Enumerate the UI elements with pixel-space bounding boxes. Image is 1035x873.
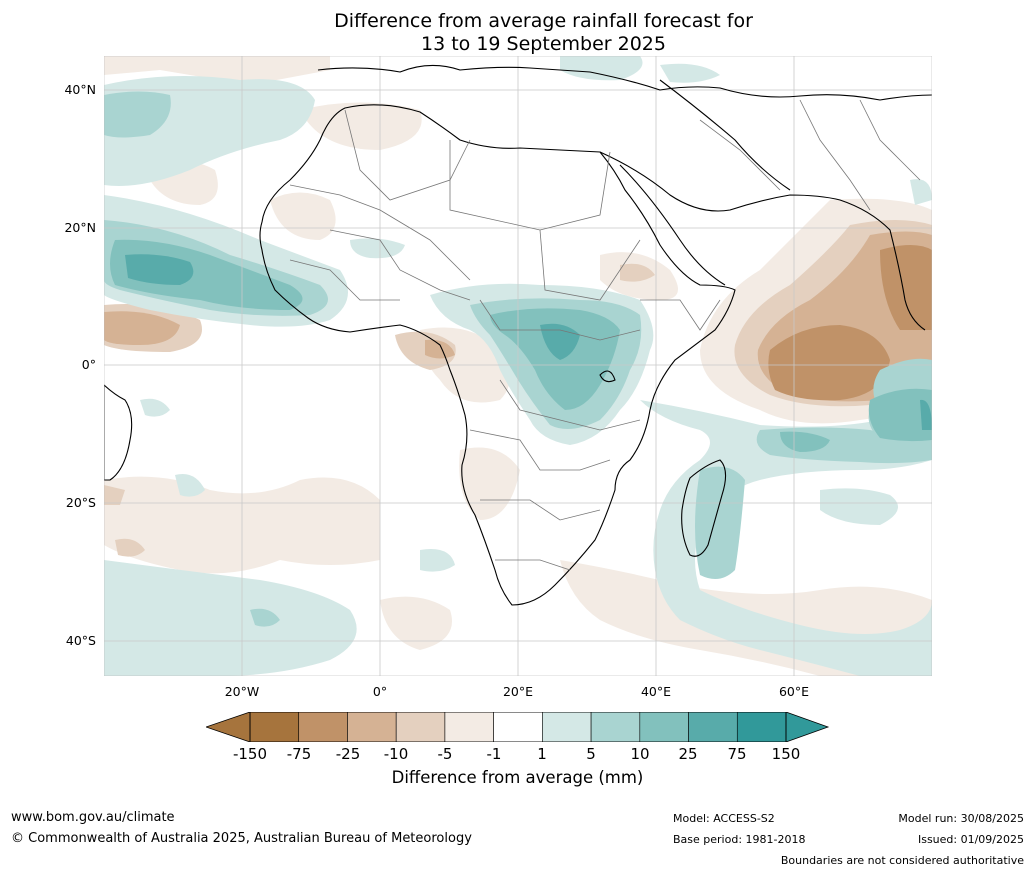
tick-label: 25 [678, 745, 698, 763]
map-title: Difference from average rainfall forecas… [0, 10, 1035, 56]
tick-label: -25 [335, 745, 361, 763]
lat-label-20n: 20°N [64, 220, 96, 235]
country-borders [289, 99, 921, 571]
tick-label: -10 [383, 745, 409, 763]
colorbar-cell [590, 712, 641, 742]
dry-anomaly-very-strong [768, 245, 932, 401]
title-line-1: Difference from average rainfall forecas… [334, 10, 753, 32]
colorbar-outline [249, 712, 787, 742]
website-link[interactable]: www.bom.gov.au/climate [11, 810, 175, 825]
tick-label: 10 [630, 745, 650, 763]
lat-label-40s: 40°S [65, 633, 96, 648]
model-text: Model: ACCESS-S2 [673, 812, 775, 825]
tick-label: -150 [232, 745, 268, 763]
tick-label: 1 [537, 745, 547, 763]
tick-label: -1 [486, 745, 502, 763]
colorbar-cell [249, 712, 300, 742]
copyright-text: © Commonwealth of Australia 2025, Austra… [11, 831, 472, 846]
lat-label-20s: 20°S [65, 495, 96, 510]
rainfall-anomaly-map [104, 56, 932, 676]
colorbar-cell [395, 712, 446, 742]
lon-label-40e: 40°E [640, 684, 672, 699]
lat-label-40n: 40°N [64, 82, 96, 97]
model-run-text: Model run: 30/08/2025 [898, 812, 1024, 825]
colorbar-cell [298, 712, 348, 742]
coastline [104, 64, 932, 606]
colorbar-cell [639, 712, 689, 742]
base-period-text: Base period: 1981-2018 [673, 833, 806, 846]
tick-label: 150 [771, 745, 801, 763]
colorbar-cell [444, 712, 494, 742]
lon-label-60e: 60°E [778, 684, 810, 699]
lat-label-0: 0° [81, 357, 96, 372]
colorbar-left-arrow [206, 712, 251, 742]
colorbar-cell [736, 712, 787, 742]
tick-label: -5 [437, 745, 453, 763]
disclaimer-text: Boundaries are not considered authoritat… [780, 854, 1024, 867]
colorbar-cell [347, 712, 397, 742]
tick-label: -75 [286, 745, 312, 763]
colorbar-cell [493, 712, 543, 742]
lon-label-20w: 20°W [224, 684, 260, 699]
tick-label: 75 [727, 745, 747, 763]
colorbar-cell [542, 712, 592, 742]
colorbar-right-arrow [785, 712, 830, 742]
colorbar-title: Difference from average (mm) [391, 768, 644, 787]
title-line-2: 13 to 19 September 2025 [421, 33, 666, 55]
graticule [104, 56, 932, 676]
lon-label-20e: 20°E [502, 684, 534, 699]
issued-text: Issued: 01/09/2025 [917, 833, 1024, 846]
colorbar-cell [688, 712, 738, 742]
colorbar [206, 712, 830, 742]
lon-label-0: 0° [372, 684, 388, 699]
tick-label: 5 [586, 745, 596, 763]
